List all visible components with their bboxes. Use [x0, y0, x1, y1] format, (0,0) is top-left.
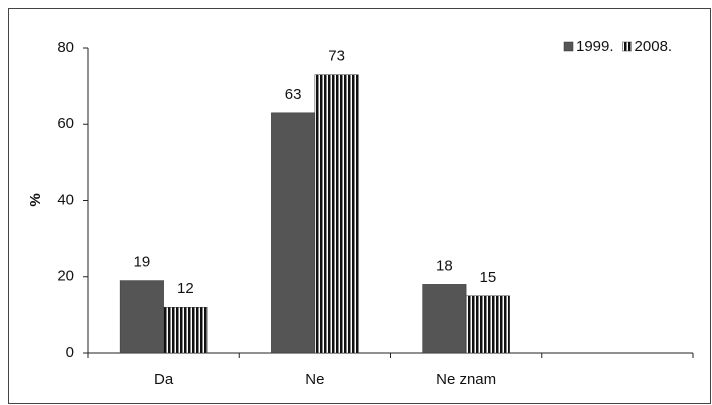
x-tick-label: Ne znam [436, 371, 496, 388]
data-label: 15 [480, 269, 497, 286]
y-tick-label: 40 [57, 191, 74, 208]
bar [465, 295, 510, 354]
legend-label: 2008. [635, 38, 673, 55]
bar [163, 307, 208, 354]
legend-label: 1999. [576, 38, 614, 55]
legend-swatch [563, 41, 574, 52]
y-tick-label: 60 [57, 115, 74, 132]
x-tick-label: Da [154, 371, 174, 388]
data-label: 63 [285, 86, 302, 103]
data-label: 12 [177, 280, 194, 297]
legend-swatch [622, 41, 632, 52]
bar [422, 284, 467, 354]
y-axis-label: % [27, 193, 44, 206]
y-tick-label: 0 [66, 344, 74, 361]
bar [314, 74, 359, 354]
data-label: 18 [436, 257, 453, 274]
frame [8, 8, 711, 404]
x-tick-label: Ne [305, 371, 324, 388]
y-tick-label: 80 [57, 39, 74, 56]
data-label: 73 [328, 48, 345, 65]
y-tick-label: 20 [57, 268, 74, 285]
data-label: 19 [134, 254, 151, 271]
bar [271, 112, 316, 354]
bar [119, 280, 164, 354]
